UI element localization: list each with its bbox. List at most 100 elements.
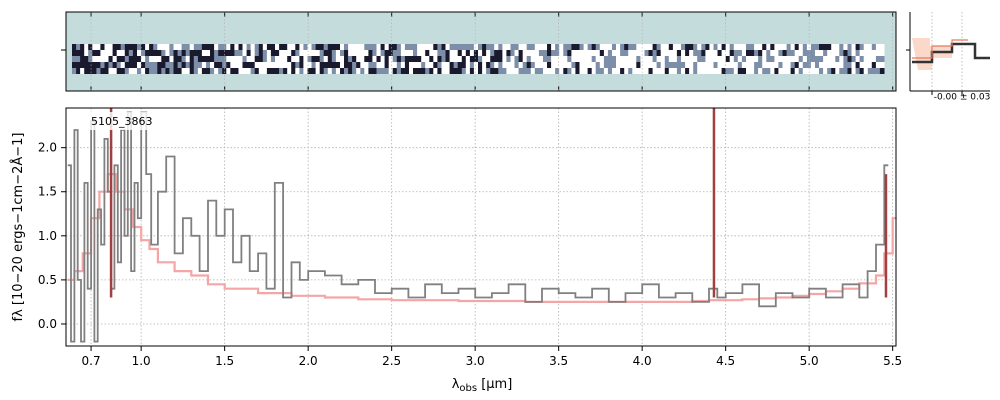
trace-cell bbox=[128, 44, 134, 50]
trace-cell bbox=[486, 50, 491, 56]
trace-cell bbox=[754, 50, 759, 56]
trace-cell bbox=[445, 68, 451, 74]
trace-cell bbox=[725, 50, 731, 56]
trace-cell bbox=[161, 44, 166, 50]
trace-cell bbox=[482, 56, 487, 62]
trace-cell bbox=[681, 50, 686, 56]
trace-cell bbox=[421, 68, 426, 74]
trace-cell bbox=[84, 50, 89, 56]
trace-cell bbox=[538, 62, 544, 68]
trace-cell bbox=[575, 44, 580, 50]
trace-cell bbox=[291, 50, 296, 56]
trace-cell bbox=[591, 44, 597, 50]
trace-cell bbox=[624, 68, 629, 74]
trace-cell bbox=[473, 50, 479, 56]
trace-cell bbox=[206, 68, 211, 74]
trace-cell bbox=[348, 62, 353, 68]
trace-cell bbox=[575, 56, 580, 62]
trace-cell bbox=[409, 56, 414, 62]
trace-cell bbox=[120, 68, 126, 74]
trace-cell bbox=[193, 62, 199, 68]
trace-cell bbox=[847, 68, 853, 74]
trace-cell bbox=[108, 62, 114, 68]
trace-cell bbox=[632, 68, 637, 74]
trace-cell bbox=[733, 68, 739, 74]
trace-cell bbox=[201, 56, 207, 62]
trace-cell bbox=[72, 68, 77, 74]
trace-cell bbox=[855, 56, 861, 62]
trace-cell bbox=[717, 50, 723, 56]
trace-cell bbox=[392, 56, 398, 62]
trace-cell bbox=[344, 50, 349, 56]
trace-cell bbox=[214, 56, 219, 62]
trace-cell bbox=[851, 62, 857, 68]
trace-cell bbox=[664, 68, 670, 74]
trace-cell bbox=[197, 62, 203, 68]
trace-cell bbox=[197, 68, 203, 74]
trace-cell bbox=[819, 62, 824, 68]
trace-cell bbox=[116, 62, 122, 68]
trace-cell bbox=[681, 44, 686, 50]
trace-cell bbox=[275, 44, 280, 50]
trace-cell bbox=[287, 56, 292, 62]
trace-cell bbox=[392, 62, 398, 68]
x-tick-label-1: 1.0 bbox=[132, 354, 151, 368]
trace-cell bbox=[425, 56, 430, 62]
trace-cell bbox=[595, 44, 601, 50]
trace-cell bbox=[746, 68, 751, 74]
trace-cell bbox=[725, 62, 731, 68]
trace-cell bbox=[786, 62, 792, 68]
trace-cell bbox=[384, 68, 390, 74]
trace-cell bbox=[80, 44, 85, 50]
trace-cell bbox=[486, 44, 491, 50]
trace-cell bbox=[750, 56, 755, 62]
trace-cell bbox=[76, 50, 81, 56]
trace-cell bbox=[579, 44, 585, 50]
trace-cell bbox=[701, 62, 706, 68]
trace-cell bbox=[827, 62, 832, 68]
trace-cell bbox=[254, 68, 260, 74]
trace-cell bbox=[469, 62, 475, 68]
trace-cell bbox=[855, 50, 861, 56]
trace-cell bbox=[206, 56, 211, 62]
profile-label: -0.00 ± 0.03 bbox=[934, 93, 991, 103]
trace-cell bbox=[461, 50, 467, 56]
trace-cell bbox=[871, 44, 877, 50]
trace-cell bbox=[291, 56, 296, 62]
trace-cell bbox=[84, 68, 89, 74]
trace-cell bbox=[867, 56, 873, 62]
trace-cell bbox=[137, 44, 142, 50]
object-id-box bbox=[84, 112, 156, 130]
y-tick-label-2: 1.0 bbox=[38, 229, 57, 243]
trace-cell bbox=[279, 68, 284, 74]
trace-cell bbox=[201, 50, 207, 56]
trace-cell bbox=[120, 56, 126, 62]
trace-cell bbox=[668, 62, 674, 68]
trace-cell bbox=[656, 62, 662, 68]
trace-cell bbox=[437, 56, 442, 62]
trace-cell bbox=[482, 44, 487, 50]
trace-cell bbox=[656, 50, 662, 56]
trace-cell bbox=[368, 68, 373, 74]
trace-cell bbox=[522, 62, 528, 68]
trace-cell bbox=[478, 68, 483, 74]
trace-cell bbox=[733, 44, 739, 50]
trace-cell bbox=[270, 62, 276, 68]
trace-cell bbox=[404, 44, 410, 50]
y-tick-label-1: 0.5 bbox=[38, 273, 57, 287]
trace-cell bbox=[616, 56, 621, 62]
trace-cell bbox=[835, 56, 840, 62]
y-axis-label: fλ [10−20 ergs−1cm−2Å−1] bbox=[10, 133, 26, 322]
trace-cell bbox=[628, 68, 633, 74]
trace-cell bbox=[465, 56, 471, 62]
trace-cell bbox=[149, 62, 154, 68]
trace-cell bbox=[729, 44, 735, 50]
trace-cell bbox=[660, 56, 666, 62]
trace-cell bbox=[571, 44, 576, 50]
object-id-label: 5105_3863 bbox=[91, 115, 153, 128]
trace-cell bbox=[697, 50, 702, 56]
trace-cell bbox=[632, 56, 637, 62]
trace-cell bbox=[681, 68, 686, 74]
trace-cell bbox=[620, 50, 625, 56]
trace-cell bbox=[599, 62, 605, 68]
